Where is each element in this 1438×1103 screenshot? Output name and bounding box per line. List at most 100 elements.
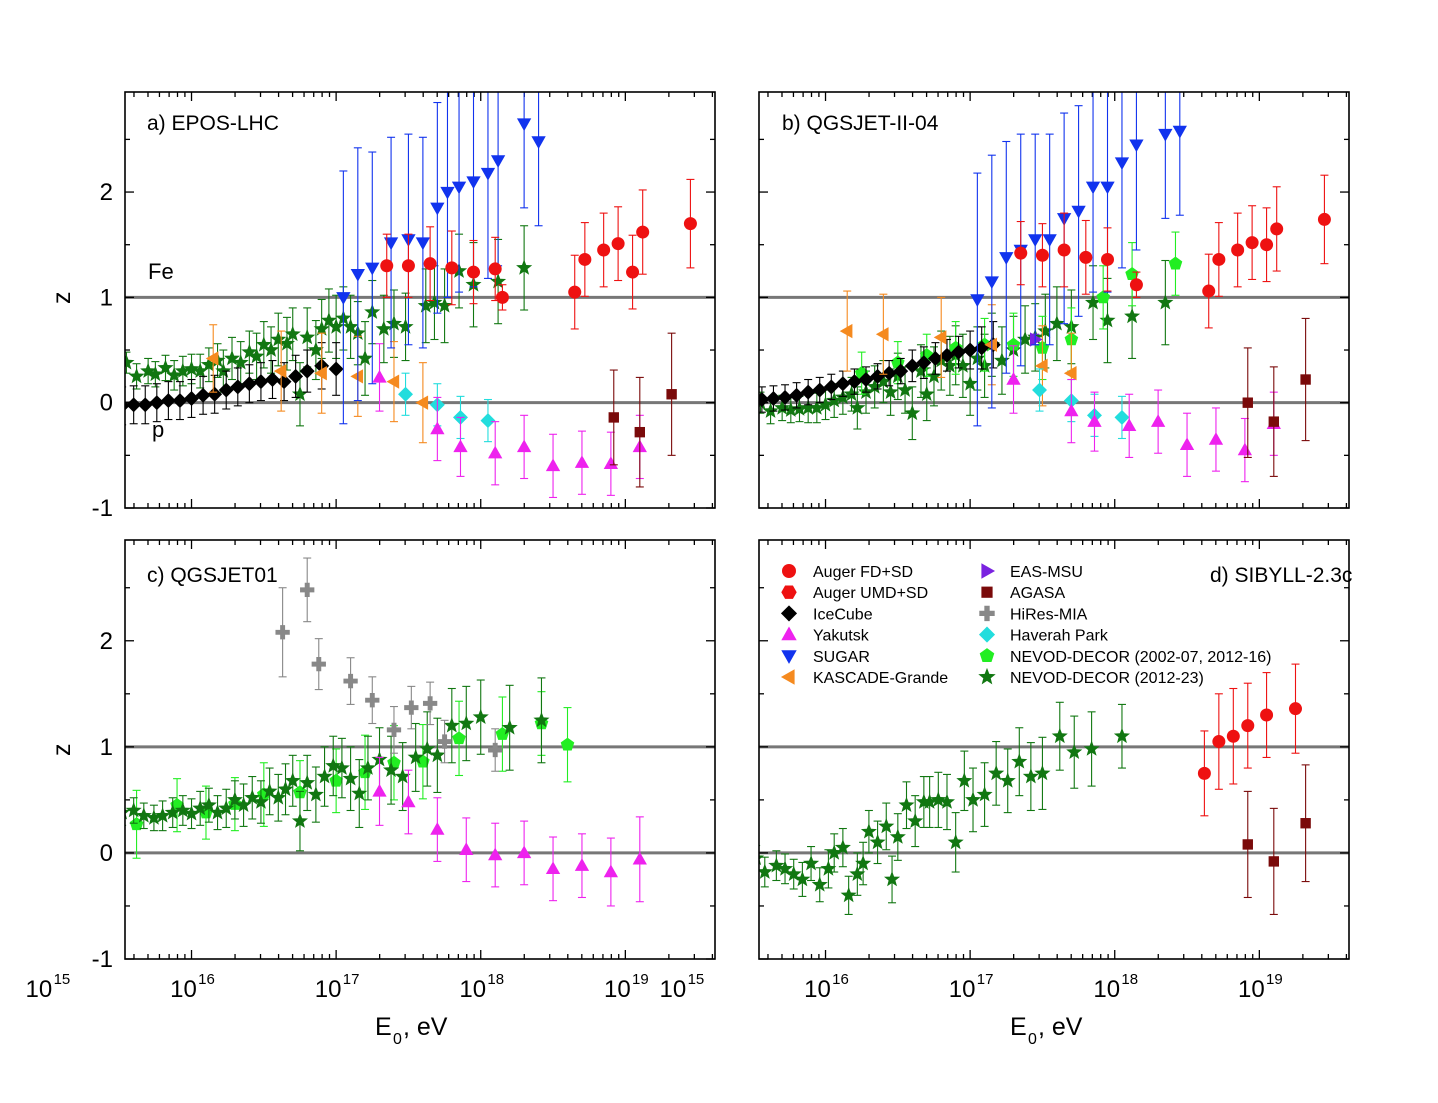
legend-item: AGASA (981, 585, 1065, 602)
data-point-sugar (1071, 205, 1086, 219)
data-point-nevod_2012 (1085, 294, 1102, 310)
legend-label: EAS-MSU (1010, 564, 1083, 581)
data-point-auger_fd_sd (1245, 236, 1259, 250)
data-point-hires (386, 722, 402, 738)
legend-marker (981, 563, 996, 579)
data-point-yakutsk (401, 794, 416, 808)
data-point-nevod_2012 (976, 786, 993, 802)
data-point-nevod_2012 (226, 791, 243, 807)
y-tick-label: 2 (100, 628, 113, 655)
data-point-auger_fd_sd (1212, 252, 1226, 266)
data-point-nevod_2012 (921, 793, 938, 809)
data-point-nevod_2012 (299, 774, 316, 790)
data-point-nevod_2002 (1125, 267, 1139, 280)
panel-epos-lhc: a) EPOS-LHC Fe p -1 0 1 2 (92, 91, 716, 522)
data-point-nevod_2012 (516, 259, 533, 275)
data-point-sugar (336, 292, 351, 305)
data-point-nevod_2012 (884, 871, 901, 887)
x-axis-title-main: E (1010, 1013, 1027, 1041)
data-point-nevod_2012 (742, 389, 758, 404)
data-layer (759, 663, 1311, 915)
data-point-nevod_2012 (869, 833, 886, 850)
plot-frame (758, 91, 1350, 509)
data-point-sugar (490, 155, 506, 168)
data-point-nevod_2002 (76, 811, 90, 824)
data-point-icecube (777, 389, 793, 405)
data-point-nevod_2012 (351, 785, 368, 801)
data-point-nevod_2012 (443, 717, 460, 733)
data-point-icecube (328, 361, 344, 377)
data-point-nevod_2002 (40, 797, 54, 810)
data-point-icecube (823, 379, 839, 395)
data-point-nevod_2012 (1037, 322, 1054, 338)
data-point-nevod_2012 (209, 804, 226, 820)
data-point-nevod_2012 (782, 401, 799, 417)
data-point-nevod_2012 (270, 789, 287, 805)
legend-item: NEVOD-DECOR (2002-07, 2012-16) (979, 648, 1271, 666)
data-point-sugar (480, 167, 496, 181)
x-tick-exponent: 19 (632, 971, 649, 988)
data-point-auger_fd_sd (1057, 243, 1071, 257)
data-point-nevod_2012 (808, 399, 825, 415)
data-point-nevod_2012 (385, 315, 402, 331)
data-point-sugar (1158, 128, 1173, 142)
x-tick-exponent: 15 (688, 971, 705, 988)
x-axis-title-sub: 0 (1028, 1031, 1037, 1048)
data-point-yakutsk (430, 421, 445, 435)
data-point-nevod_2012 (956, 772, 973, 788)
data-point-sugar (350, 268, 365, 282)
legend-marker (978, 667, 996, 685)
data-point-nevod_2002 (108, 796, 122, 809)
data-point-icecube (195, 387, 211, 403)
data-point-nevod_2012 (759, 855, 765, 866)
data-point-sugar (430, 202, 445, 216)
series-agasa (1242, 764, 1311, 915)
data-point-nevod_2012 (849, 865, 866, 881)
legend-marker (780, 605, 798, 622)
legend-marker (978, 626, 996, 643)
data-point-sugar (451, 181, 467, 195)
data-point-sugar (516, 118, 532, 132)
data-point-nevod_2012 (145, 809, 162, 825)
data-point-haverah (398, 386, 414, 402)
data-point-sugar (1129, 139, 1144, 153)
x-tick-label: 10 (660, 976, 687, 1003)
x-tick-exponent: 16 (198, 971, 215, 988)
data-point-kascade (1063, 366, 1077, 381)
data-point-nevod_2012 (94, 791, 110, 806)
legend-marker (981, 586, 993, 598)
legend-label: NEVOD-DECOR (2002-07, 2012-16) (1010, 649, 1271, 666)
data-point-nevod_2012 (299, 328, 316, 345)
data-point-nevod_2012 (215, 362, 232, 378)
data-point-nevod_2012 (244, 789, 261, 805)
x-tick-label: 10 (1238, 976, 1265, 1003)
data-point-nevod_2012 (174, 362, 191, 378)
legend-label: SUGAR (813, 649, 870, 666)
data-point-nevod_2012 (930, 791, 947, 807)
legend-marker (781, 626, 797, 641)
data-point-agasa (1268, 416, 1280, 427)
data-point-haverah (1114, 409, 1130, 425)
data-point-nevod_2012 (762, 402, 779, 418)
data-point-yakutsk (372, 369, 387, 383)
data-point-hires (300, 582, 315, 598)
legend: Auger FD+SD Auger UMD+SD IceCube Yakutsk SUG… (780, 563, 1271, 687)
data-point-nevod_2012 (918, 385, 935, 402)
data-point-nevod_2012 (419, 740, 436, 756)
data-point-nevod_2012 (803, 855, 820, 871)
data-point-nevod_2012 (375, 320, 392, 336)
data-point-nevod_2012 (316, 768, 333, 784)
data-point-agasa (1268, 856, 1280, 867)
data-point-yakutsk (1087, 414, 1102, 427)
data-point-nevod_2002 (495, 727, 510, 740)
data-point-nevod_2012 (849, 399, 866, 415)
data-point-nevod_2012 (1011, 753, 1028, 769)
data-point-nevod_2002 (387, 755, 401, 769)
y-axis-title-bottom: z (48, 744, 76, 757)
data-point-nevod_2012 (1017, 331, 1034, 347)
data-point-icecube (904, 358, 920, 374)
data-point-nevod_2012 (342, 770, 359, 786)
data-point-hires (404, 700, 419, 715)
data-point-nevod_2012 (834, 839, 851, 855)
y-tick-label: 1 (100, 284, 113, 311)
